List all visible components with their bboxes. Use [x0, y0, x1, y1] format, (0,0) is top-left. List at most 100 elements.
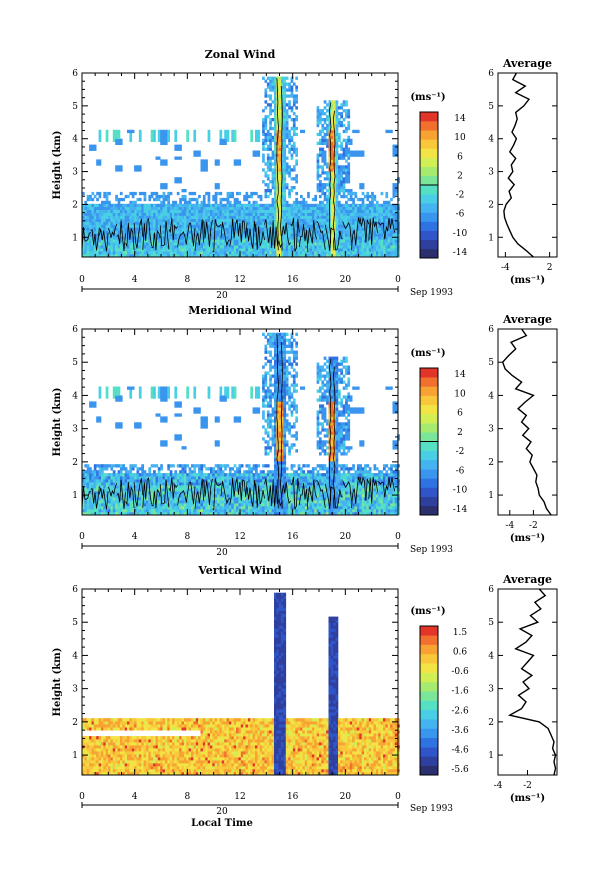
heatmap-cell	[264, 230, 268, 234]
contour-line	[185, 222, 196, 247]
heatmap-cell	[181, 189, 185, 193]
heatmap-cell	[330, 221, 334, 225]
heatmap-cell	[117, 230, 121, 234]
heatmap-cell	[354, 233, 358, 237]
heatmap-cell	[283, 91, 287, 95]
heatmap-cell	[141, 206, 144, 210]
heatmap-cell	[143, 512, 147, 516]
heatmap-cell	[162, 215, 166, 219]
heatmap-cell	[96, 197, 99, 202]
heatmap-cell	[373, 251, 377, 255]
heatmap-cell	[333, 218, 336, 222]
heatmap-cell	[224, 141, 227, 145]
heatmap-cell	[347, 165, 351, 169]
heatmap-cell	[117, 129, 121, 134]
heatmap-cell	[103, 212, 106, 216]
heatmap-cell	[89, 242, 92, 246]
heatmap-cell	[278, 251, 282, 255]
heatmap-cell	[148, 242, 152, 246]
heatmap-cell	[274, 162, 277, 166]
heatmap-cell	[167, 491, 170, 495]
heatmap-cell	[319, 186, 322, 190]
heatmap-cell	[333, 159, 336, 163]
heatmap-cell	[115, 224, 118, 228]
heatmap-cell	[179, 197, 182, 202]
heatmap-cell	[202, 512, 206, 516]
heatmap-cell	[207, 227, 211, 231]
heatmap-cell	[394, 251, 398, 255]
heatmap-cell	[278, 200, 282, 205]
heatmap-cell	[283, 174, 287, 178]
heatmap-cell	[385, 209, 389, 213]
heatmap-cell	[127, 242, 130, 246]
heatmap-cell	[250, 138, 253, 142]
heatmap-cell	[323, 197, 327, 202]
heatmap-cell	[288, 221, 291, 225]
heatmap-cell	[179, 209, 182, 213]
heatmap-cell	[352, 200, 355, 205]
heatmap-cell	[397, 180, 400, 184]
heatmap-cell	[96, 488, 99, 492]
heatmap-cell	[311, 251, 315, 255]
heatmap-cell	[148, 509, 152, 513]
heatmap-cell	[101, 206, 104, 210]
heatmap-cell	[224, 464, 227, 468]
heatmap-cell	[188, 236, 192, 240]
heatmap-cell	[302, 242, 306, 246]
heatmap-cell	[330, 248, 334, 252]
heatmap-cell	[236, 159, 239, 163]
heatmap-cell	[179, 144, 182, 148]
heatmap-cell	[283, 135, 287, 140]
heatmap-cell	[228, 227, 232, 231]
heatmap-cell	[138, 512, 142, 516]
heatmap-cell	[186, 212, 189, 216]
heatmap-cell	[150, 497, 154, 501]
heatmap-cell	[143, 476, 147, 480]
heatmap-cell	[214, 494, 218, 498]
heatmap-cell	[240, 254, 244, 258]
heatmap-cell	[96, 248, 99, 252]
heatmap-cell	[238, 206, 242, 210]
heatmap-cell	[385, 224, 389, 228]
heatmap-cell	[316, 123, 320, 128]
heatmap-cell	[373, 197, 377, 202]
heatmap-cell	[108, 215, 111, 219]
heatmap-cell	[214, 218, 218, 222]
heatmap-cell	[326, 206, 329, 210]
heatmap-cell	[224, 197, 227, 202]
heatmap-cell	[278, 115, 282, 119]
heatmap-cell	[172, 479, 175, 483]
heatmap-cell	[266, 82, 270, 86]
heatmap-cell	[110, 497, 114, 501]
heatmap-cell	[122, 509, 125, 513]
heatmap-cell	[174, 129, 178, 134]
heatmap-cell	[214, 503, 218, 507]
heatmap-cell	[198, 479, 201, 483]
heatmap-cell	[98, 476, 102, 480]
heatmap-cell	[250, 203, 253, 208]
heatmap-cell	[93, 194, 97, 199]
heatmap-cell	[112, 242, 116, 246]
heatmap-cell	[387, 203, 391, 208]
heatmap-cell	[212, 230, 215, 234]
heatmap-cell	[119, 488, 123, 492]
heatmap-cell	[390, 239, 393, 243]
heatmap-cell	[127, 470, 130, 474]
heatmap-cell	[259, 239, 263, 243]
heatmap-cell	[186, 506, 189, 510]
heatmap-cell	[195, 200, 199, 205]
heatmap-cell	[345, 227, 348, 231]
heatmap-cell	[283, 227, 287, 231]
heatmap-cell	[214, 485, 218, 489]
heatmap-cell	[122, 476, 125, 480]
heatmap-cell	[148, 467, 152, 471]
heatmap-cell	[283, 141, 287, 145]
heatmap-cell	[210, 203, 213, 208]
heatmap-cell	[134, 488, 137, 492]
heatmap-cell	[323, 251, 327, 255]
heatmap-cell	[212, 470, 215, 474]
heatmap-cell	[345, 109, 348, 113]
heatmap-cell	[375, 248, 379, 252]
heatmap-cell	[115, 132, 118, 137]
heatmap-cell	[193, 218, 197, 222]
